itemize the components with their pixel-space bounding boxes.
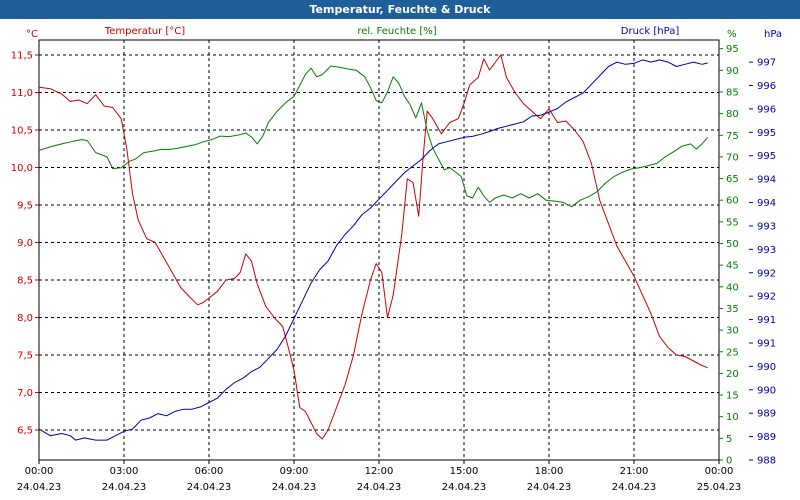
hum-tick-label: 25: [726, 347, 739, 358]
x-tick-date: 24.04.23: [527, 482, 572, 493]
hum-tick-label: 55: [726, 217, 739, 228]
x-tick-date: 24.04.23: [17, 482, 62, 493]
chart-title: Temperatur, Feuchte & Druck: [0, 0, 800, 19]
pres-tick-label: 988: [757, 456, 776, 467]
pres-tick-label: 994: [757, 175, 776, 186]
hum-tick-label: 10: [726, 412, 739, 423]
pres-tick-label: 996: [757, 81, 776, 92]
axis-headers: °C% hPa Temperatur [°C] rel. Feuchte [%] Dru…: [26, 26, 782, 40]
temp-unit: °C: [26, 29, 38, 40]
pres-tick-label: 993: [757, 221, 776, 232]
time-axis: 00:00 24.04.23 03:00 24.04.23 06:00 24.04.23 0…: [17, 460, 742, 493]
hum-tick-label: 45: [726, 261, 739, 272]
legend-pressure: Druck [hPa]: [621, 26, 680, 37]
legend-temperature: Temperatur [°C]: [104, 26, 185, 37]
pressure-line: [38, 59, 708, 441]
pres-tick-label: 996: [757, 104, 776, 115]
hum-tick-label: 20: [726, 369, 739, 380]
temp-tick-label: 9,5: [17, 201, 33, 212]
temp-tick-label: 10,0: [11, 163, 33, 174]
x-tick-time: 00:00: [25, 466, 54, 477]
hum-unit: %: [727, 29, 737, 40]
pres-tick-label: 994: [757, 198, 776, 209]
x-tick-time: 12:00: [365, 466, 394, 477]
temp-tick-label: 6,5: [17, 426, 33, 437]
pres-tick-label: 991: [757, 315, 776, 326]
temperature-line: [38, 54, 708, 440]
hum-tick-label: 0: [726, 456, 732, 467]
temp-tick-label: 10,5: [11, 126, 33, 137]
temp-tick-label: 11,0: [11, 88, 33, 99]
pres-tick-label: 992: [757, 292, 776, 303]
line-chart: 11,5 11,0 10,5 10,0 9,5 9,0 8,5 8,0 7,5 7,0 6,5 95…: [11, 26, 782, 493]
hum-tick-label: 50: [726, 239, 739, 250]
pres-tick-label: 989: [757, 409, 776, 420]
x-tick-time: 18:00: [535, 466, 564, 477]
pres-tick-label: 989: [757, 432, 776, 443]
hum-tick-label: 60: [726, 196, 739, 207]
temp-tick-label: 7,0: [17, 388, 33, 399]
hum-tick-label: 65: [726, 174, 739, 185]
x-tick-time: 00:00: [705, 466, 734, 477]
legend-humidity: rel. Feuchte [%]: [357, 26, 436, 37]
pres-tick-label: 990: [757, 385, 776, 396]
temp-tick-label: 11,5: [11, 51, 33, 62]
temp-tick-label: 8,5: [17, 276, 33, 287]
temp-tick-label: 9,0: [17, 238, 33, 249]
x-tick-date: 24.04.23: [612, 482, 657, 493]
pressure-axis: 997 996 996 995 995 994 994 993 993 992 992 991 991 9…: [749, 58, 776, 467]
hum-tick-label: 75: [726, 131, 739, 142]
pres-tick-label: 993: [757, 245, 776, 256]
hum-tick-label: 90: [726, 66, 739, 77]
hum-tick-label: 70: [726, 152, 739, 163]
hum-tick-label: 85: [726, 87, 739, 98]
pres-tick-label: 995: [757, 151, 776, 162]
pres-tick-label: 995: [757, 128, 776, 139]
x-tick-time: 21:00: [620, 466, 649, 477]
pres-tick-label: 992: [757, 268, 776, 279]
x-tick-date: 25.04.23: [697, 482, 742, 493]
x-tick-date: 24.04.23: [187, 482, 232, 493]
hum-tick-label: 15: [726, 391, 739, 402]
pres-tick-label: 990: [757, 362, 776, 373]
x-tick-time: 06:00: [195, 466, 224, 477]
x-tick-date: 24.04.23: [102, 482, 147, 493]
temperature-axis: 11,5 11,0 10,5 10,0 9,5 9,0 8,5 8,0 7,5 7,0 6,5: [11, 51, 39, 437]
hum-tick-label: 40: [726, 282, 739, 293]
temp-tick-label: 8,0: [17, 313, 33, 324]
series-lines: [38, 54, 709, 441]
x-tick-date: 24.04.23: [357, 482, 402, 493]
hum-tick-label: 30: [726, 326, 739, 337]
humidity-line: [38, 65, 709, 208]
x-tick-time: 09:00: [280, 466, 309, 477]
x-tick-time: 15:00: [450, 466, 479, 477]
x-tick-date: 24.04.23: [272, 482, 317, 493]
pres-tick-label: 997: [757, 58, 776, 69]
pres-tick-label: 991: [757, 338, 776, 349]
temp-tick-label: 7,5: [17, 351, 33, 362]
pres-unit: hPa: [764, 29, 782, 40]
hum-tick-label: 35: [726, 304, 739, 315]
hum-tick-label: 80: [726, 109, 739, 120]
x-tick-time: 03:00: [110, 466, 139, 477]
grid: [39, 40, 719, 460]
hum-tick-label: 5: [726, 434, 732, 445]
hum-tick-label: 95: [726, 44, 739, 55]
x-tick-date: 24.04.23: [442, 482, 487, 493]
